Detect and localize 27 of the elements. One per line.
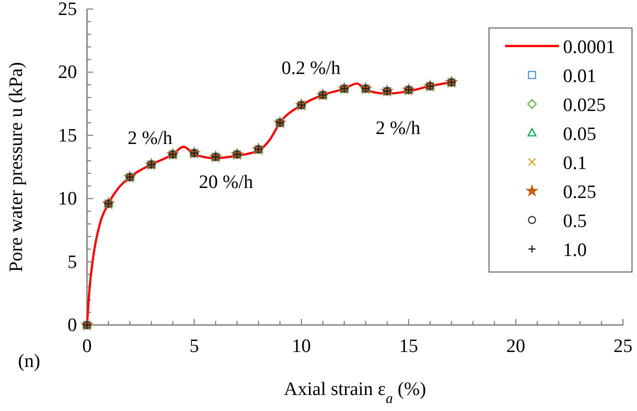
- annotation: 20 %/h: [198, 172, 254, 193]
- legend-label: 0.01: [563, 66, 596, 87]
- y-tick-label: 25: [58, 0, 77, 20]
- x-tick-label: 10: [292, 336, 311, 357]
- legend-label: 0.05: [563, 124, 596, 145]
- y-tick-label: 20: [58, 62, 77, 84]
- legend-label: 0.5: [563, 211, 587, 232]
- y-tick-label: 5: [68, 252, 77, 273]
- x-tick-label: 25: [614, 336, 632, 357]
- x-tick-label: 0: [82, 336, 92, 357]
- annotation: 0.2 %/h: [281, 58, 342, 79]
- legend-label: 0.025: [563, 95, 606, 116]
- x-axis-title: Axial strain ε$_{a}$ (%): [284, 379, 426, 407]
- legend-label: 1.0: [563, 240, 587, 261]
- y-tick-label: 0: [68, 315, 77, 336]
- legend-label: 0.0001: [563, 37, 616, 58]
- x-tick-label: 20: [506, 336, 526, 357]
- x-tick-label: 5: [189, 336, 199, 357]
- annotation: 2 %/h: [128, 128, 173, 149]
- legend-label: 0.25: [563, 182, 596, 203]
- y-tick-label: 10: [58, 188, 77, 210]
- x-tick-label: 15: [399, 336, 418, 357]
- y-axis-title: Pore water pressure u (kPa): [6, 62, 27, 272]
- text: (n): [18, 351, 40, 372]
- y-tick-label: 15: [58, 125, 77, 146]
- annotation: 2 %/h: [376, 118, 421, 139]
- legend-label: 0.1: [563, 153, 587, 174]
